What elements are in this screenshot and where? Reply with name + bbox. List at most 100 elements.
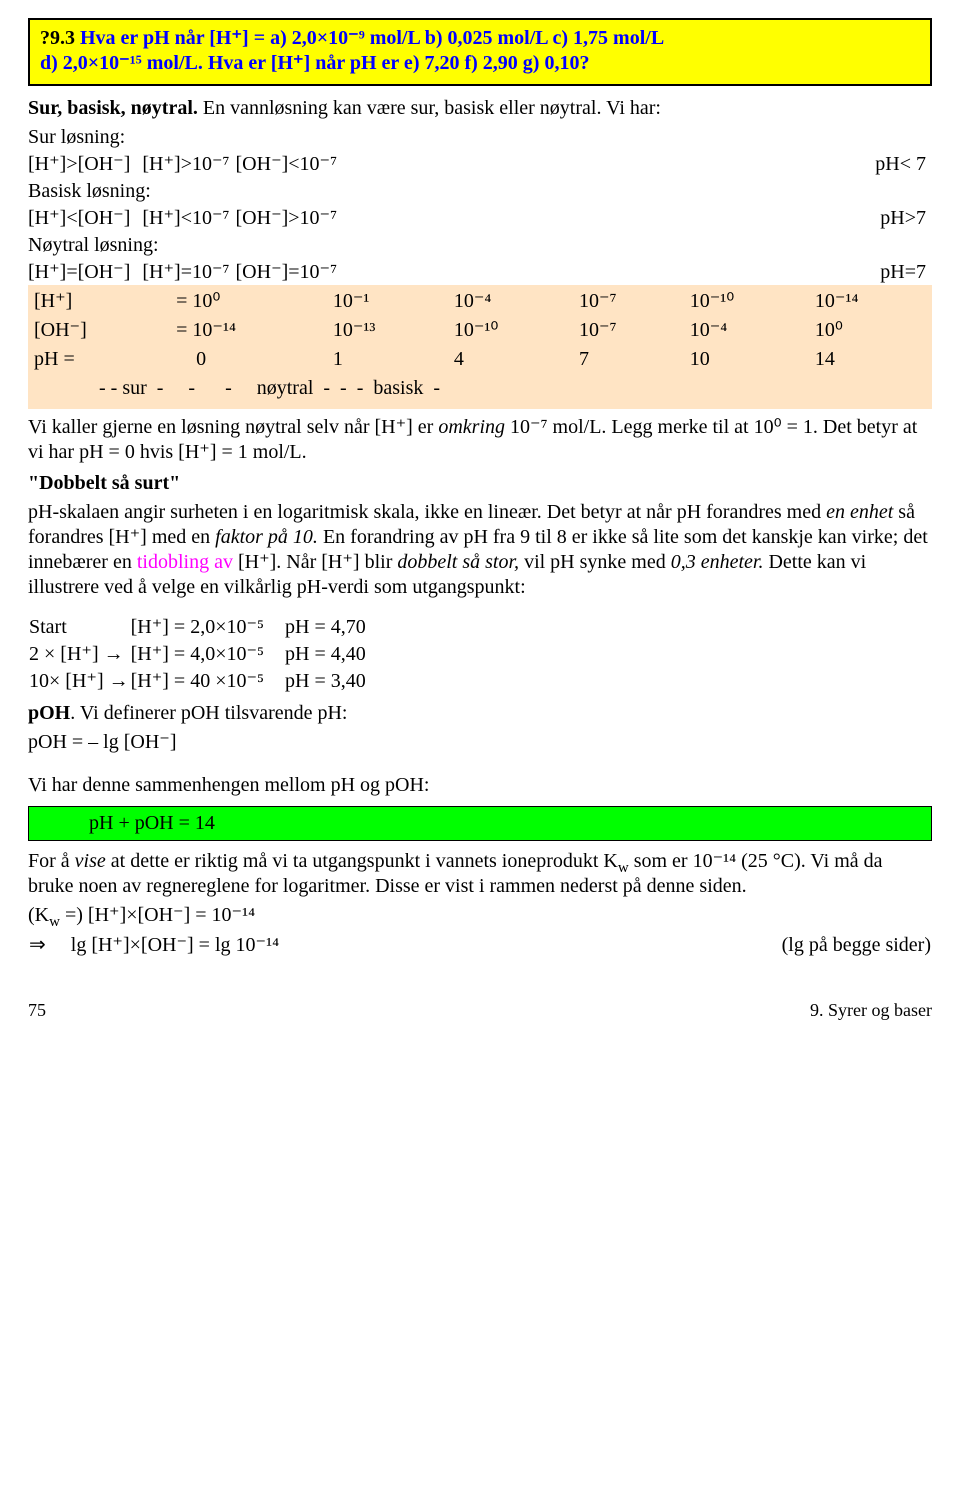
d-i: vil pH synke med [519, 551, 671, 573]
noy-ph: pH=7 [343, 260, 932, 287]
example-table: Start [H⁺] = 2,0×10⁻⁵ pH = 4,70 2 × [H⁺]… [28, 614, 367, 695]
poh-line1: pOH. Vi definerer pOH tilsvarende pH: [28, 701, 932, 726]
dobbelt-paragraph: pH-skalaen angir surheten i en logaritmi… [28, 500, 932, 600]
dobbelt-heading: "Dobbelt så surt" [28, 471, 932, 496]
d-d: faktor på 10. [215, 526, 318, 548]
pr-a: For å [28, 850, 75, 872]
s-r2c2: = 10⁻¹⁴ [170, 316, 327, 345]
s-r1c7: 10⁻¹⁴ [809, 287, 932, 316]
kw-l: (K [28, 904, 49, 926]
bas-c2: [H⁺]<10⁻⁷ [142, 206, 235, 233]
bas-label-row: Basisk løsning: [28, 179, 932, 206]
sur-c1: [H⁺]>[OH⁻] [28, 152, 136, 179]
question-box: ?9.3 Hva er pH når [H⁺] = a) 2,0×10⁻⁹ mo… [28, 18, 932, 86]
s-r1c6: 10⁻¹⁰ [684, 287, 809, 316]
lg-arrow-text: ⇒ [29, 934, 46, 956]
noy-label-row: Nøytral løsning: [28, 233, 932, 260]
p1b: omkring [438, 416, 505, 438]
definitions-table: Sur løsning: [H⁺]>[OH⁻] [H⁺]>10⁻⁷ [OH⁻]<… [28, 125, 932, 287]
bas-row: [H⁺]<[OH⁻] [H⁺]<10⁻⁷ [OH⁻]>10⁻⁷ pH>7 [28, 206, 932, 233]
s-r3c4: 4 [448, 345, 573, 374]
pr-c: at dette er riktig må vi ta utgangspunkt… [106, 850, 618, 872]
ex-r3c2: [H⁺] = 40 ×10⁻⁵ [130, 668, 284, 695]
s-r3c2: 0 [170, 345, 327, 374]
d-a: pH-skalaen angir surheten i en logaritmi… [28, 501, 826, 523]
noy-c2: [H⁺]=10⁻⁷ [142, 260, 235, 287]
kw-sub: w [49, 914, 60, 930]
poh-line2: pOH = – lg [OH⁻] [28, 730, 932, 755]
lg-note: (lg på begge sider) [593, 932, 932, 959]
pr-b: vise [75, 850, 106, 872]
ex-row2: 2 × [H⁺] → [H⁺] = 4,0×10⁻⁵ pH = 4,40 [28, 641, 367, 668]
d-h: dobbelt så stor, [397, 551, 519, 573]
question-text-2: d) 2,0×10⁻¹⁵ mol/L. Hva er [H⁺] når pH e… [40, 51, 920, 76]
shaded-block: [H⁺] = 10⁰ 10⁻¹ 10⁻⁴ 10⁻⁷ 10⁻¹⁰ 10⁻¹⁴ [O… [28, 285, 932, 409]
poh-bold: pOH [28, 702, 70, 724]
sur-label: Sur løsning: [28, 125, 932, 152]
noy-row: [H⁺]=[OH⁻] [H⁺]=10⁻⁷ [OH⁻]=10⁻⁷ pH=7 [28, 260, 932, 287]
d-g: [H⁺]. Når [H⁺] blir [233, 551, 397, 573]
green-rule-text: pH + pOH = 14 [89, 812, 215, 834]
d-f: tidobling av [137, 551, 233, 573]
s-r3c6: 10 [684, 345, 809, 374]
kw-eq: [H⁺]×[OH⁻] = 10⁻¹⁴ [88, 904, 255, 926]
question-line-1: ?9.3 Hva er pH når [H⁺] = a) 2,0×10⁻⁹ mo… [40, 26, 920, 51]
s-r2c3: 10⁻¹³ [327, 316, 448, 345]
lg-eq: lg [H⁺]×[OH⁻] = lg 10⁻¹⁴ [46, 934, 279, 956]
ex-r2c3: pH = 4,40 [284, 641, 367, 668]
ex-r1c1: Start [28, 614, 130, 641]
ex-r2c1: 2 × [H⁺] → [28, 641, 130, 668]
noy-c1: [H⁺]=[OH⁻] [28, 260, 136, 287]
shaded-row-h: [H⁺] = 10⁰ 10⁻¹ 10⁻⁴ 10⁻⁷ 10⁻¹⁰ 10⁻¹⁴ [28, 287, 932, 316]
footer-right: 9. Syrer og baser [810, 999, 932, 1022]
bas-label: Basisk løsning: [28, 179, 932, 206]
bas-c3: [OH⁻]>10⁻⁷ [236, 206, 344, 233]
s-r1c3: 10⁻¹ [327, 287, 448, 316]
p1a: Vi kaller gjerne en løsning nøytral selv… [28, 416, 438, 438]
noy-c3: [OH⁻]=10⁻⁷ [236, 260, 344, 287]
footer-left: 75 [28, 999, 46, 1022]
sur-c3: [OH⁻]<10⁻⁷ [236, 152, 344, 179]
ex-r2c2: [H⁺] = 4,0×10⁻⁵ [130, 641, 284, 668]
s-r1c5: 10⁻⁷ [573, 287, 684, 316]
lg-arrow: ⇒ lg [H⁺]×[OH⁻] = lg 10⁻¹⁴ [28, 932, 593, 959]
s-r2c5: 10⁻⁷ [573, 316, 684, 345]
page-footer: 75 9. Syrer og baser [28, 999, 932, 1022]
proof-paragraph: For å vise at dette er riktig må vi ta u… [28, 849, 932, 899]
d-j: 0,3 enheter. [671, 551, 764, 573]
question-number: ?9.3 [40, 27, 75, 49]
s-r2c1: [OH⁻] [28, 316, 170, 345]
shaded-row-ph: pH = 0 1 4 7 10 14 [28, 345, 932, 374]
s-r1c1: [H⁺] [28, 287, 170, 316]
ex-row3: 10× [H⁺] → [H⁺] = 40 ×10⁻⁵ pH = 3,40 [28, 668, 367, 695]
sur-ph: pH< 7 [343, 152, 932, 179]
intro-heading: Sur, basisk, nøytral. [28, 97, 198, 119]
green-rule-box: pH + pOH = 14 [28, 806, 932, 841]
para-omkring: Vi kaller gjerne en løsning nøytral selv… [28, 415, 932, 465]
ex-row1: Start [H⁺] = 2,0×10⁻⁵ pH = 4,70 [28, 614, 367, 641]
poh-text: . Vi definerer pOH tilsvarende pH: [70, 702, 347, 724]
lg-line-table: ⇒ lg [H⁺]×[OH⁻] = lg 10⁻¹⁴ (lg på begge … [28, 932, 932, 959]
s-r3c1: pH = [28, 345, 170, 374]
kw-r: =) [60, 904, 88, 926]
s-r2c7: 10⁰ [809, 316, 932, 345]
shaded-table: [H⁺] = 10⁰ 10⁻¹ 10⁻⁴ 10⁻⁷ 10⁻¹⁰ 10⁻¹⁴ [O… [28, 287, 932, 403]
ex-r3c3: pH = 3,40 [284, 668, 367, 695]
s-r1c4: 10⁻⁴ [448, 287, 573, 316]
bas-ph: pH>7 [343, 206, 932, 233]
ex-r1c2: [H⁺] = 2,0×10⁻⁵ [130, 614, 284, 641]
intro-paragraph: Sur, basisk, nøytral. En vannløsning kan… [28, 96, 932, 121]
d-b: en enhet [826, 501, 893, 523]
bas-c1: [H⁺]<[OH⁻] [28, 206, 136, 233]
s-r4: - - sur - - - nøytral - - - basisk - [28, 374, 932, 403]
pr-csub: w [618, 860, 629, 876]
sur-c2: [H⁺]>10⁻⁷ [142, 152, 235, 179]
intro-text: En vannløsning kan være sur, basisk elle… [198, 97, 661, 119]
sur-row: [H⁺]>[OH⁻] [H⁺]>10⁻⁷ [OH⁻]<10⁻⁷ pH< 7 [28, 152, 932, 179]
s-r2c6: 10⁻⁴ [684, 316, 809, 345]
ex-r1c3: pH = 4,70 [284, 614, 367, 641]
s-r2c4: 10⁻¹⁰ [448, 316, 573, 345]
s-r1c2: = 10⁰ [170, 287, 327, 316]
s-r3c5: 7 [573, 345, 684, 374]
shaded-row-labels: - - sur - - - nøytral - - - basisk - [28, 374, 932, 403]
